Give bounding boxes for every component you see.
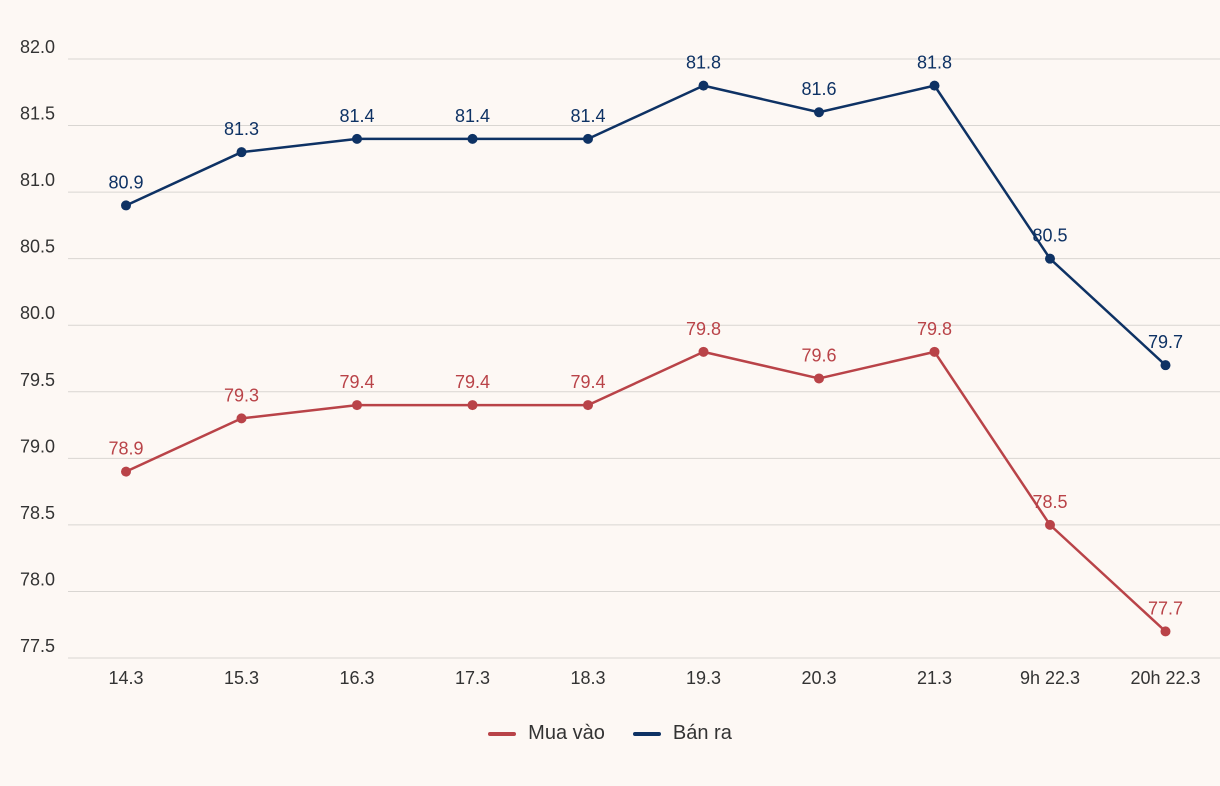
data-label: 79.8 — [917, 319, 952, 339]
data-label: 81.6 — [801, 79, 836, 99]
y-tick-label: 81.0 — [20, 170, 55, 190]
data-point[interactable] — [352, 133, 362, 144]
legend-label-series-1: Bán ra — [672, 722, 732, 744]
data-point[interactable] — [1045, 519, 1055, 530]
y-tick-label: 80.5 — [20, 237, 55, 257]
x-tick-label: 9h 22.3 — [1020, 668, 1080, 688]
data-label: 81.4 — [455, 106, 490, 126]
data-point[interactable] — [583, 133, 593, 144]
data-label: 80.9 — [108, 172, 143, 192]
data-label: 79.4 — [339, 372, 374, 392]
series-line-1 — [125, 84, 1167, 367]
gridlines — [68, 58, 1220, 659]
x-tick-label: 15.3 — [224, 668, 259, 688]
data-point[interactable] — [121, 200, 131, 211]
y-tick-label: 81.5 — [20, 104, 55, 124]
y-tick-label: 77.5 — [20, 636, 55, 656]
data-label: 81.4 — [339, 106, 374, 126]
data-label: 79.3 — [224, 385, 259, 405]
data-point[interactable] — [121, 466, 131, 477]
data-label: 79.4 — [455, 372, 490, 392]
data-label: 79.8 — [686, 319, 721, 339]
series-1: 80.9 81.3 81.4 81.4 81.4 81.8 81.6 81.8 80.5 79.7 — [108, 53, 1183, 371]
y-tick-label: 80.0 — [20, 303, 55, 323]
x-tick-label: 14.3 — [108, 668, 143, 688]
y-tick-label: 82.0 — [20, 37, 55, 57]
y-axis-ticks: 77.5 78.0 78.5 79.0 79.5 80.0 80.5 81.0 81.5 82.0 — [20, 37, 55, 656]
legend: Mua vào Bán ra — [0, 722, 1220, 745]
data-point[interactable] — [236, 147, 247, 158]
legend-item-series-1[interactable]: Bán ra — [632, 722, 732, 745]
data-point[interactable] — [814, 107, 824, 118]
data-label: 77.7 — [1148, 598, 1183, 618]
data-label: 81.3 — [224, 119, 259, 139]
data-label: 81.8 — [917, 53, 952, 73]
x-tick-label: 17.3 — [455, 668, 490, 688]
x-tick-label: 19.3 — [686, 668, 721, 688]
data-label: 81.8 — [686, 53, 721, 73]
data-label: 79.7 — [1148, 332, 1183, 352]
data-point[interactable] — [698, 80, 709, 91]
data-label: 78.5 — [1032, 492, 1067, 512]
data-label: 79.4 — [570, 372, 605, 392]
y-tick-label: 78.0 — [20, 569, 55, 589]
data-point[interactable] — [236, 413, 247, 424]
data-point[interactable] — [814, 373, 824, 384]
data-label: 81.4 — [570, 106, 605, 126]
x-tick-label: 21.3 — [917, 668, 952, 688]
legend-item-series-0[interactable]: Mua vào — [488, 722, 605, 745]
y-tick-label: 78.5 — [20, 503, 55, 523]
data-point[interactable] — [583, 400, 593, 411]
data-point[interactable] — [467, 133, 478, 144]
series-0: 78.9 79.3 79.4 79.4 79.4 79.8 79.6 79.8 78.5 77.7 — [108, 319, 1183, 637]
data-point[interactable] — [929, 346, 940, 357]
x-tick-label: 16.3 — [339, 668, 374, 688]
data-point[interactable] — [1160, 360, 1171, 371]
legend-swatch-series-0 — [488, 731, 517, 736]
data-point[interactable] — [929, 80, 940, 91]
data-point[interactable] — [1045, 253, 1055, 264]
series-lines: 78.9 79.3 79.4 79.4 79.4 79.8 79.6 79.8 78.5 77.7… — [108, 53, 1183, 637]
x-tick-label: 20h 22.3 — [1130, 668, 1200, 688]
data-point[interactable] — [467, 400, 478, 411]
x-axis-ticks: 14.3 15.3 16.3 17.3 18.3 19.3 20.3 21.3 9h 22.3 2… — [108, 668, 1200, 688]
series-line-0 — [125, 350, 1167, 633]
data-label: 78.9 — [108, 439, 143, 459]
y-tick-label: 79.5 — [20, 370, 55, 390]
data-label: 80.5 — [1032, 226, 1067, 246]
data-point[interactable] — [1160, 626, 1171, 637]
x-tick-label: 20.3 — [801, 668, 836, 688]
x-tick-label: 18.3 — [570, 668, 605, 688]
legend-swatch-series-1 — [632, 731, 661, 736]
data-point[interactable] — [698, 346, 709, 357]
y-tick-label: 79.0 — [20, 436, 55, 456]
data-label: 79.6 — [801, 345, 836, 365]
legend-label-series-0: Mua vào — [528, 722, 605, 744]
data-point[interactable] — [352, 400, 362, 411]
